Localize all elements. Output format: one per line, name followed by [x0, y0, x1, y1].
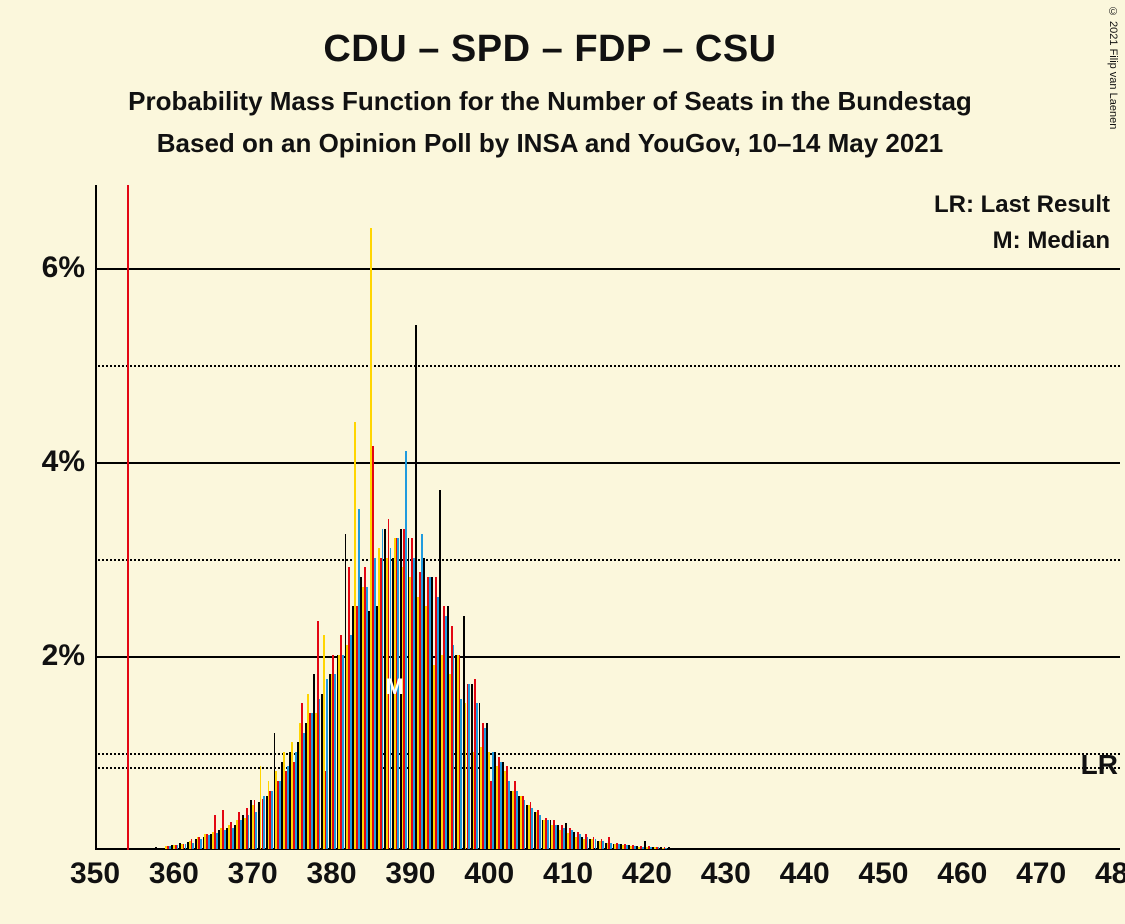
grid-major — [95, 462, 1120, 464]
x-tick-label: 470 — [1016, 857, 1066, 891]
bar-black — [668, 847, 670, 849]
grid-minor — [95, 559, 1120, 561]
last-result-line — [127, 185, 129, 850]
y-tick-label: 6% — [42, 251, 85, 285]
x-tick-label: 400 — [464, 857, 514, 891]
chart-container: CDU – SPD – FDP – CSU Probability Mass F… — [0, 0, 1125, 924]
x-tick-label: 420 — [622, 857, 672, 891]
x-tick-label: 450 — [858, 857, 908, 891]
bar-black — [155, 847, 157, 849]
x-tick-label: 360 — [149, 857, 199, 891]
x-tick-label: 380 — [307, 857, 357, 891]
x-tick-label: 460 — [937, 857, 987, 891]
grid-major — [95, 656, 1120, 658]
grid-minor — [95, 365, 1120, 367]
grid-minor — [95, 753, 1120, 755]
x-tick-label: 390 — [385, 857, 435, 891]
y-axis — [95, 185, 97, 850]
x-tick-label: 440 — [780, 857, 830, 891]
median-marker: M — [385, 674, 403, 700]
copyright-label: © 2021 Filip van Laenen — [1107, 6, 1119, 129]
y-tick-label: 2% — [42, 639, 85, 673]
legend-lr: LR: Last Result — [934, 191, 1110, 219]
lr-label: LR — [1081, 749, 1118, 781]
x-tick-label: 430 — [701, 857, 751, 891]
plot-area: LR: Last Result M: Median M LR 2%4%6% 35… — [95, 185, 1120, 850]
lr-line — [95, 767, 1120, 769]
x-tick-label: 350 — [70, 857, 120, 891]
x-tick-label: 370 — [228, 857, 278, 891]
x-tick-label: 410 — [543, 857, 593, 891]
chart-subtitle-1: Probability Mass Function for the Number… — [0, 86, 1100, 117]
y-tick-label: 4% — [42, 445, 85, 479]
grid-major — [95, 268, 1120, 270]
legend-m: M: Median — [993, 227, 1110, 255]
x-tick-label: 480 — [1095, 857, 1125, 891]
chart-title: CDU – SPD – FDP – CSU — [0, 28, 1100, 71]
chart-subtitle-2: Based on an Opinion Poll by INSA and You… — [0, 128, 1100, 159]
